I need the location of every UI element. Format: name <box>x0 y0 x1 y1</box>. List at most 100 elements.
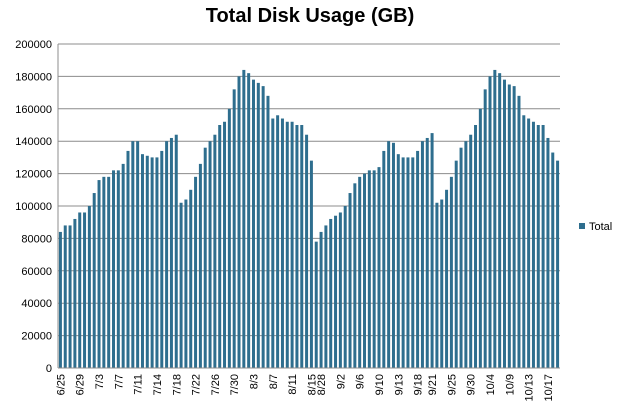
bar <box>285 121 289 368</box>
bar <box>116 170 120 368</box>
y-tick-label: 120000 <box>15 169 52 181</box>
y-tick-label: 140000 <box>15 136 52 148</box>
bar <box>440 199 444 368</box>
bar <box>483 89 487 369</box>
bar <box>454 160 458 368</box>
x-tick-label: 9/10 <box>374 374 386 395</box>
legend: Total <box>579 221 612 233</box>
bar <box>406 157 410 368</box>
bar <box>160 150 164 368</box>
x-tick-label: 7/22 <box>191 374 203 395</box>
y-tick-label: 160000 <box>15 104 52 116</box>
bar <box>367 170 371 368</box>
y-tick-label: 100000 <box>15 201 52 213</box>
x-tick-label: 10/13 <box>524 374 536 402</box>
bar <box>358 176 362 368</box>
bar <box>189 189 193 368</box>
bar <box>445 189 449 368</box>
bar <box>502 79 506 368</box>
bar <box>401 157 405 368</box>
bar <box>266 95 270 368</box>
bar <box>140 154 144 368</box>
bar <box>145 155 149 368</box>
bar <box>314 241 318 368</box>
bar <box>194 176 198 368</box>
bar <box>464 141 468 368</box>
x-tick-label: 7/14 <box>152 374 164 395</box>
bar <box>276 115 280 368</box>
bar <box>425 137 429 368</box>
bar <box>474 125 478 368</box>
bar <box>512 86 516 369</box>
bar <box>469 134 473 368</box>
y-tick-label: 200000 <box>15 39 52 51</box>
bar <box>78 212 82 368</box>
legend-label: Total <box>589 221 612 233</box>
x-tick-label: 9/13 <box>393 374 405 395</box>
bar <box>165 141 169 368</box>
bar <box>536 125 540 368</box>
bar <box>416 150 420 368</box>
bar <box>223 121 227 368</box>
bar <box>493 69 497 369</box>
x-tick-label: 9/6 <box>355 374 367 389</box>
bars <box>58 69 560 369</box>
bar <box>58 231 62 368</box>
bar <box>247 73 251 368</box>
bar <box>92 193 96 368</box>
x-tick-labels: 6/25 6/29 7/3 7/7 7/11 7/14 7/18 7/22 7/26 7/30 8/… <box>55 374 555 402</box>
bar <box>459 147 463 368</box>
bar <box>155 157 159 368</box>
bar <box>377 167 381 368</box>
y-tick-label: 80000 <box>21 233 52 245</box>
bar <box>261 86 265 369</box>
y-tick-labels: 0 20000 40000 60000 80000 100000 120000 140000 1… <box>15 39 52 375</box>
x-tick-label: 10/17 <box>543 374 555 402</box>
bar <box>329 218 333 368</box>
bar <box>396 154 400 368</box>
bar <box>295 125 299 368</box>
bar <box>387 141 391 368</box>
bar <box>63 225 67 368</box>
bar <box>507 84 511 368</box>
bar <box>256 82 260 368</box>
bar <box>517 95 521 368</box>
bar <box>531 121 535 368</box>
bar <box>305 134 309 368</box>
bar <box>107 176 111 368</box>
x-tick-label: 8/11 <box>287 374 299 395</box>
bar <box>271 118 275 369</box>
bar <box>102 176 106 368</box>
bar <box>198 163 202 368</box>
bar <box>435 202 439 368</box>
bar <box>208 141 212 368</box>
bar <box>391 142 395 368</box>
x-tick-label: 9/30 <box>466 374 478 395</box>
bar <box>353 183 357 368</box>
bar <box>136 141 140 368</box>
y-tick-label: 20000 <box>21 331 52 343</box>
legend-swatch <box>579 223 585 229</box>
y-tick-label: 40000 <box>21 298 52 310</box>
bar <box>348 193 352 368</box>
bar <box>112 170 116 368</box>
bar <box>218 125 222 368</box>
bar <box>363 173 367 368</box>
y-tick-label: 180000 <box>15 71 52 83</box>
bar <box>449 176 453 368</box>
bar <box>300 125 304 368</box>
bar <box>411 157 415 368</box>
bar <box>179 202 183 368</box>
bar <box>527 118 531 369</box>
bar <box>290 121 294 368</box>
x-tick-label: 8/15 <box>306 374 318 395</box>
bar <box>319 231 323 368</box>
bar <box>372 170 376 368</box>
x-tick-label: 10/4 <box>485 374 497 395</box>
bar <box>551 152 555 368</box>
bar <box>556 160 560 368</box>
x-tick-label: 7/30 <box>229 374 241 395</box>
bar <box>338 212 342 368</box>
